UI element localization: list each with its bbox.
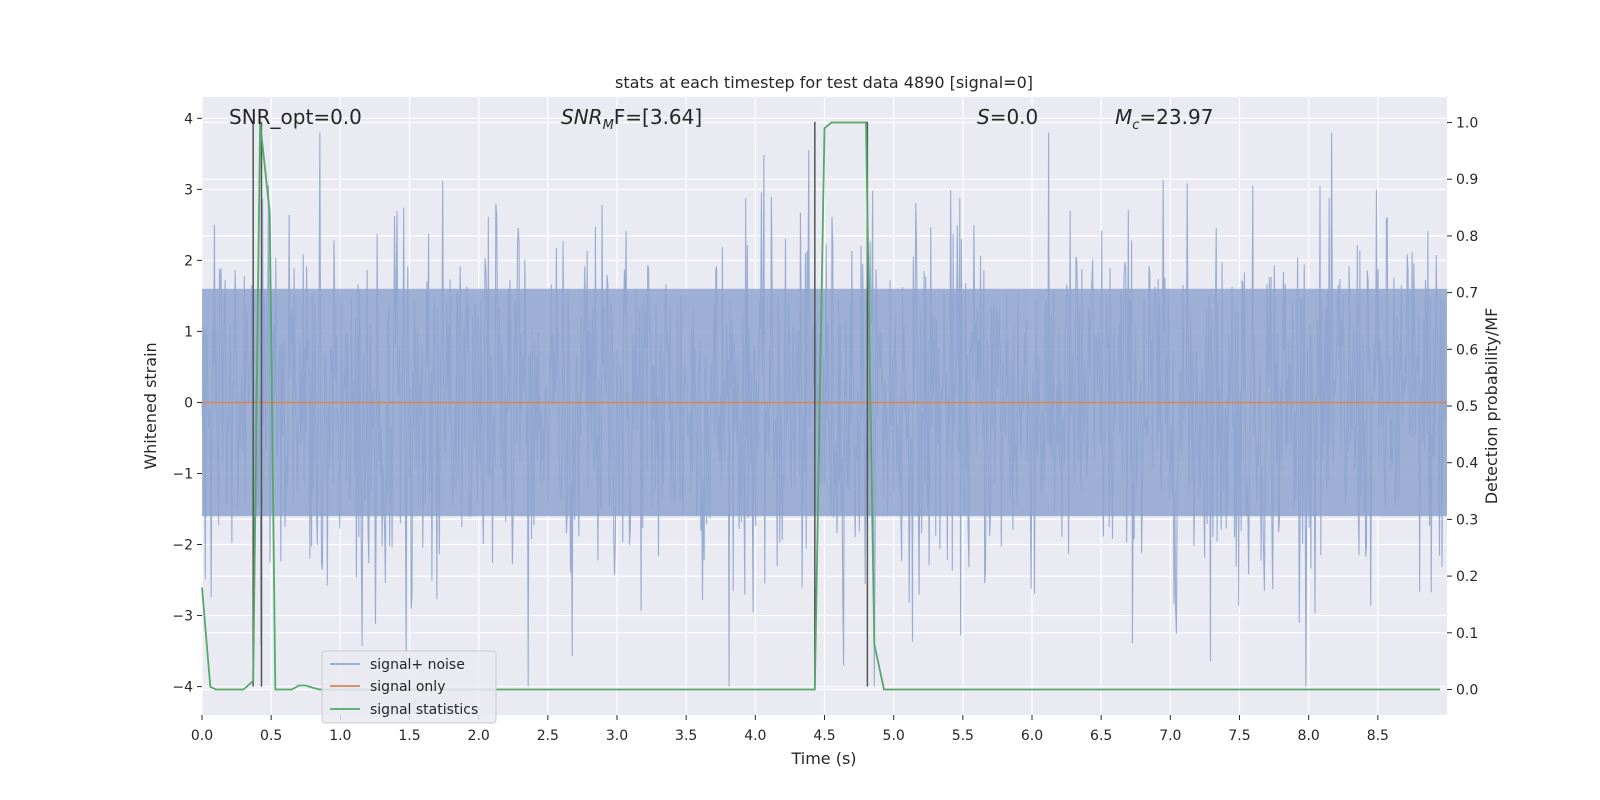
- x-tick-label-0: 0.0: [191, 728, 213, 744]
- legend-box: [321, 650, 497, 724]
- y2-tick-label-2: 0.2: [1456, 569, 1478, 585]
- y2-tick-label-3: 0.3: [1456, 512, 1478, 528]
- annotation-s: S=0.0: [977, 105, 1038, 129]
- y-axis-label: Whitened strain: [141, 342, 160, 469]
- noise-trace: [201, 132, 1447, 687]
- s-main: S: [977, 105, 990, 129]
- legend-label-signal-statistics: signal statistics: [370, 702, 478, 718]
- y-tick-label-7: 3: [184, 182, 193, 198]
- annotation-snr-mf: SNRMF=[3.64]: [561, 105, 702, 133]
- x-tick-label-13: 6.5: [1090, 728, 1112, 744]
- x-tick-label-8: 4.0: [744, 728, 766, 744]
- mc-main: M: [1115, 105, 1132, 129]
- mc-tail: =23.97: [1139, 105, 1213, 129]
- y2-tick-label-6: 0.6: [1456, 342, 1478, 358]
- x-tick-label-10: 5.0: [883, 728, 905, 744]
- y2-tick-label-4: 0.4: [1456, 456, 1478, 472]
- x-tick-label-16: 8.0: [1298, 728, 1320, 744]
- y2-tick-label-9: 0.9: [1456, 172, 1478, 188]
- x-axis-label: Time (s): [790, 749, 856, 768]
- y-tick-label-5: 1: [184, 324, 193, 340]
- x-tick-label-3: 1.5: [398, 728, 420, 744]
- x-tick-label-4: 2.0: [468, 728, 490, 744]
- x-tick-label-2: 1.0: [329, 728, 351, 744]
- legend-label-signal-only: signal only: [370, 679, 445, 695]
- legend: signal+ noise signal only signal statist…: [321, 650, 497, 724]
- y-tick-label-3: −1: [172, 466, 193, 482]
- x-tick-label-15: 7.5: [1228, 728, 1250, 744]
- x-tick-label-1: 0.5: [260, 728, 282, 744]
- snr-mf-tail: F=[3.64]: [614, 105, 702, 129]
- snr-mf-main: SNR: [561, 105, 603, 129]
- y2-ticks: 0.0 0.1 0.2 0.3 0.4 0.5 0.6 0.7 0.8 0.9 1.0: [1447, 116, 1478, 698]
- annotation-mc: Mc=23.97: [1115, 105, 1213, 133]
- y2-tick-label-8: 0.8: [1456, 229, 1478, 245]
- mc-sub: c: [1132, 118, 1139, 133]
- snr-mf-sub: M: [603, 118, 614, 133]
- x-ticks: 0.0 0.5 1.0 1.5 2.0 2.5 3.0 3.5 4.0 4.5 5.0 5.5 6.0 6…: [191, 715, 1389, 744]
- x-tick-label-12: 6.0: [1021, 728, 1043, 744]
- y-tick-label-2: −2: [172, 538, 193, 554]
- y2-axis-label: Detection probability/MF: [1482, 308, 1501, 505]
- x-tick-label-14: 7.0: [1159, 728, 1181, 744]
- y-ticks: −4 −3 −2 −1 0 1 2 3 4: [172, 111, 202, 696]
- y-tick-label-1: −3: [172, 609, 193, 625]
- y2-tick-label-1: 0.1: [1456, 626, 1478, 642]
- chart-title: stats at each timestep for test data 489…: [615, 73, 1033, 92]
- x-tick-label-6: 3.0: [606, 728, 628, 744]
- y2-tick-label-7: 0.7: [1456, 286, 1478, 302]
- x-tick-label-17: 8.5: [1367, 728, 1389, 744]
- y-tick-label-4: 0: [184, 395, 193, 411]
- x-tick-label-5: 2.5: [537, 728, 559, 744]
- x-tick-label-9: 4.5: [813, 728, 835, 744]
- annotation-snr-opt: SNR_opt=0.0: [229, 105, 362, 129]
- y2-tick-label-10: 1.0: [1456, 116, 1478, 132]
- y-tick-label-0: −4: [172, 680, 193, 696]
- s-tail: =0.0: [990, 105, 1039, 129]
- x-tick-label-11: 5.5: [952, 728, 974, 744]
- legend-label-noise: signal+ noise: [370, 657, 465, 673]
- y-tick-label-6: 2: [184, 253, 193, 269]
- x-tick-label-7: 3.5: [675, 728, 697, 744]
- y-tick-label-8: 4: [184, 111, 193, 127]
- y2-tick-label-5: 0.5: [1456, 399, 1478, 415]
- y2-tick-label-0: 0.0: [1456, 682, 1478, 698]
- signal-statistics-line: [201, 121, 1441, 691]
